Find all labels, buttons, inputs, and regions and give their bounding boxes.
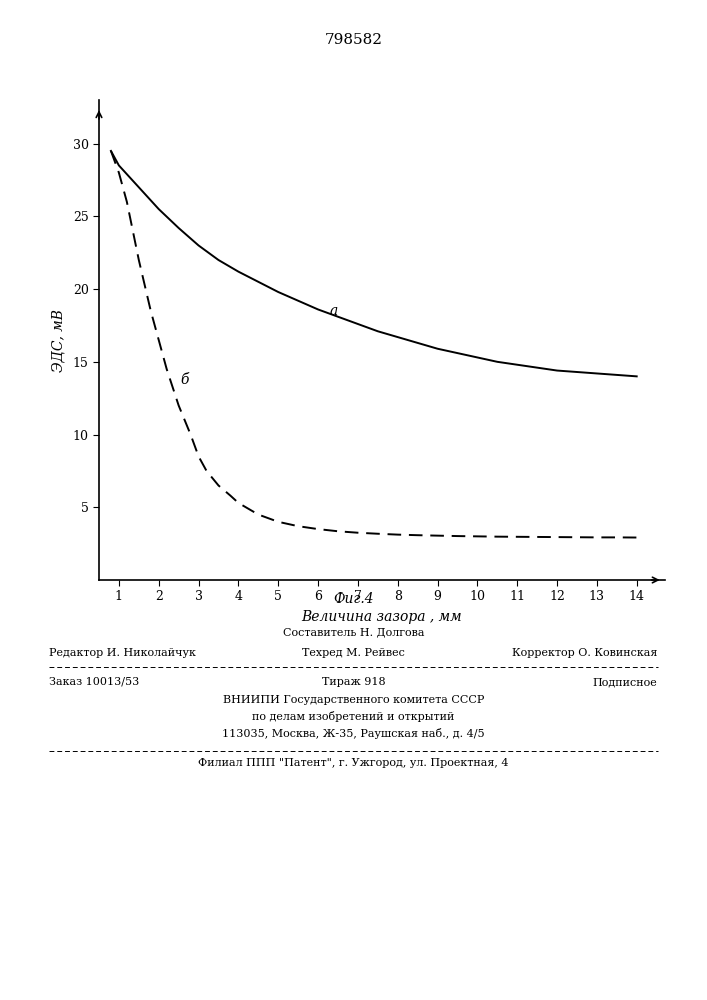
Text: Фиг.4: Фиг.4 (333, 592, 374, 606)
Text: ВНИИПИ Государственного комитета СССР: ВНИИПИ Государственного комитета СССР (223, 695, 484, 705)
Text: б: б (180, 373, 189, 387)
Text: Заказ 10013/53: Заказ 10013/53 (49, 677, 140, 687)
Text: Редактор И. Николайчук: Редактор И. Николайчук (49, 648, 197, 658)
X-axis label: Величина зазора , мм: Величина зазора , мм (301, 610, 462, 624)
Text: 113035, Москва, Ж-35, Раушская наб., д. 4/5: 113035, Москва, Ж-35, Раушская наб., д. … (222, 728, 485, 739)
Text: Подписное: Подписное (592, 677, 658, 687)
Text: по делам изобретений и открытий: по делам изобретений и открытий (252, 711, 455, 722)
Text: Составитель Н. Долгова: Составитель Н. Долгова (283, 627, 424, 637)
Text: 798582: 798582 (325, 33, 382, 47)
Y-axis label: ЭДС, мВ: ЭДС, мВ (52, 308, 66, 371)
Text: Тираж 918: Тираж 918 (322, 677, 385, 687)
Text: а: а (330, 304, 338, 318)
Text: Филиал ППП "Патент", г. Ужгород, ул. Проектная, 4: Филиал ППП "Патент", г. Ужгород, ул. Про… (198, 758, 509, 768)
Text: Техред М. Рейвес: Техред М. Рейвес (302, 648, 405, 658)
Text: Корректор О. Ковинская: Корректор О. Ковинская (512, 648, 658, 658)
